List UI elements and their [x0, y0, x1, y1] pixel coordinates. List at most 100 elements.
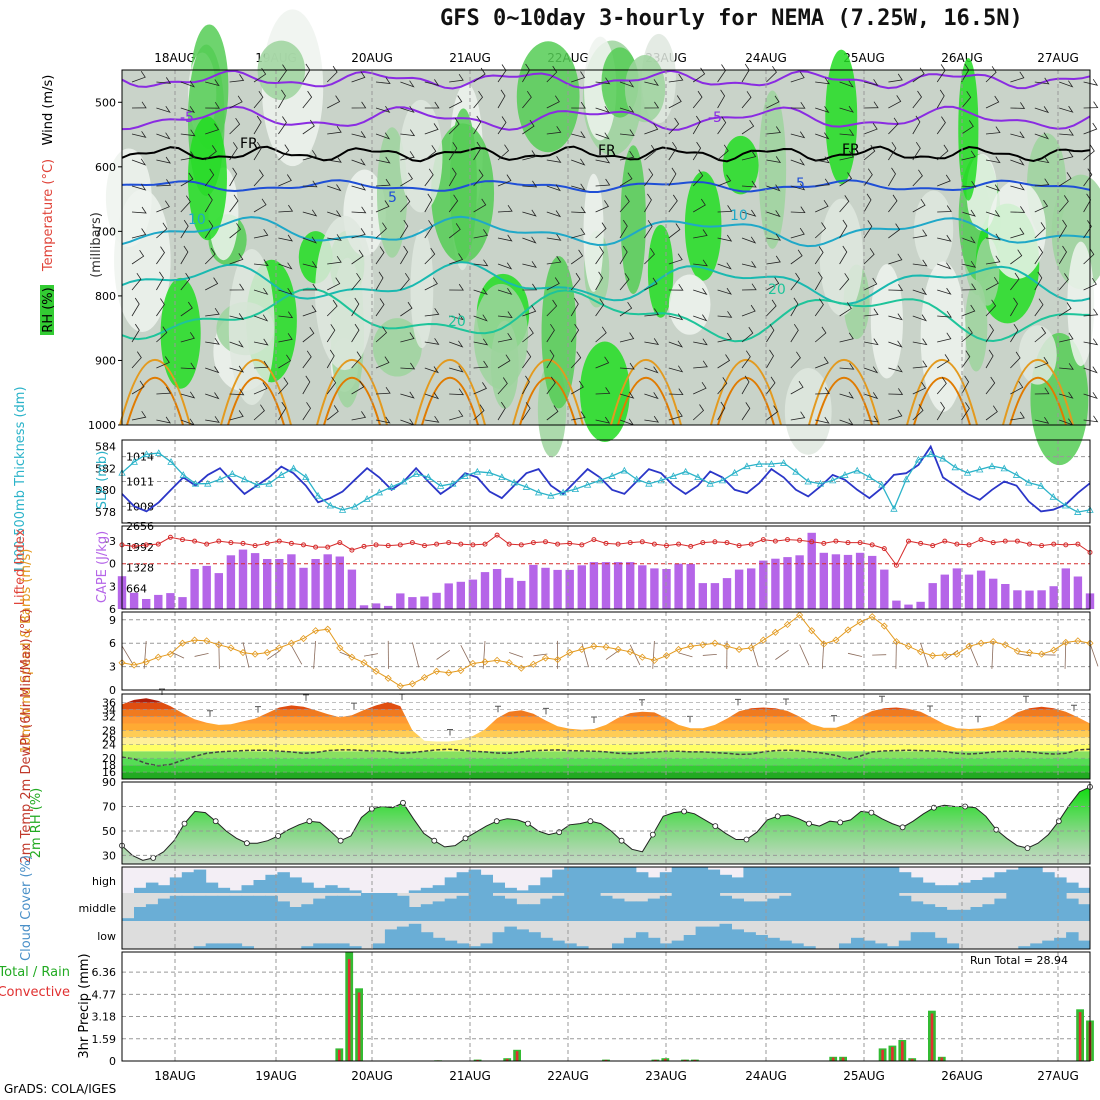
wind-barb: [693, 288, 708, 296]
cape-bar: [166, 593, 175, 609]
rh-patch: [819, 198, 863, 316]
wind-barb: [1010, 71, 1025, 83]
cape-bar: [444, 583, 453, 609]
wind-barb: [863, 415, 879, 423]
cloud-bar: [683, 893, 697, 921]
wind-barb: [668, 73, 684, 83]
precip-tick-label: 1.59: [92, 1033, 117, 1046]
cloud-bar: [647, 898, 661, 921]
lifted-index-point: [1002, 538, 1008, 544]
wind-barb: [839, 80, 854, 88]
cloud-bar: [265, 895, 278, 921]
wind-barb: [400, 332, 415, 343]
wind-barb: [497, 377, 508, 395]
wind-barb: [961, 350, 971, 369]
wind-barb: [912, 169, 923, 187]
lifted-index-point: [664, 543, 669, 549]
precip-convective-label: Convective: [0, 985, 70, 1000]
wind-barb: [1034, 77, 1050, 85]
wind-speed-point: [638, 653, 646, 661]
temp-band: [122, 716, 1090, 724]
thickness-point: [1049, 492, 1057, 500]
cloud-bar: [528, 932, 541, 949]
wind-speed-point: [275, 644, 283, 652]
lifted-index-point: [240, 540, 246, 546]
wind-barb: [863, 144, 876, 161]
wind-barb: [619, 219, 628, 239]
cloud-bar: [468, 869, 482, 893]
wind-barb: [863, 392, 879, 400]
lifted-index-point: [397, 542, 403, 548]
contour-label: 20: [448, 314, 466, 330]
temp-contour-30: [1009, 377, 1067, 426]
cape-bar: [722, 578, 732, 609]
wind-barb: [400, 172, 413, 187]
cloud-bar: [229, 943, 243, 949]
thickness-point: [976, 465, 984, 473]
wind-barb: [400, 301, 413, 317]
wind-barb: [1083, 122, 1098, 135]
cape-bar: [843, 554, 853, 609]
lifted-index-point: [337, 540, 343, 546]
wind-barb: [473, 259, 489, 267]
wind-barb: [302, 283, 318, 291]
cloud-bar: [791, 867, 804, 893]
lifted-index-point: [204, 541, 210, 547]
wind-barb: [717, 377, 728, 395]
wind-barb: [619, 273, 630, 291]
top-date-label: 27AUG: [1037, 51, 1079, 65]
minmax-bar: [207, 710, 213, 717]
lifted-index-point: [1075, 541, 1081, 547]
wind-barb: [229, 388, 245, 396]
wind-speed-point: [154, 653, 162, 661]
cloud-bar: [612, 867, 625, 893]
wind-barb: [156, 326, 168, 343]
cloud-bar: [576, 867, 589, 893]
wind-barb: [400, 245, 409, 265]
wind-speed-point: [384, 674, 392, 682]
cloud-bar: [755, 867, 768, 893]
wind-frame: [121, 611, 1091, 691]
rh-patch: [583, 173, 604, 292]
lifted-index-point: [506, 541, 512, 547]
thickness-point: [669, 472, 678, 479]
wind-barb: [473, 360, 489, 369]
wind-barb: [595, 106, 610, 114]
wind-barb: [351, 272, 361, 291]
wind-barb: [1058, 195, 1069, 213]
wind-barb: [1010, 249, 1023, 265]
wind-barb: [448, 167, 457, 187]
wind-barb: [571, 183, 586, 191]
cloud-bar: [707, 893, 721, 921]
thickness-point: [314, 491, 322, 499]
wind-barb: [546, 277, 560, 291]
wind-barb: [326, 405, 339, 421]
thickness-point: [755, 460, 763, 467]
wind-barb-10m: [702, 653, 717, 656]
cloud-bar: [193, 895, 207, 921]
wind-barb: [449, 283, 464, 291]
cloud-level-label: high: [92, 875, 116, 888]
cloud-bar: [970, 880, 983, 893]
wind-barb: [1034, 356, 1049, 369]
wind-barb: [570, 297, 579, 317]
wind-barb: [278, 287, 293, 295]
wind-barb: [327, 277, 341, 291]
lifted-index-point: [1039, 543, 1045, 549]
thickness-point: [1025, 478, 1033, 486]
temp-contour-25: [710, 359, 782, 426]
cape-bar: [638, 565, 647, 610]
lifted-index-axis-label: Lifted Index: [13, 528, 28, 605]
wind-barb: [302, 150, 317, 161]
thickness-point: [142, 450, 151, 458]
wind-barb: [546, 349, 555, 369]
wind-barb: [985, 405, 998, 421]
wind-barb: [156, 200, 170, 213]
cape-bar: [371, 603, 381, 609]
lifted-index-point: [990, 540, 996, 546]
wind-barb: [302, 402, 311, 421]
cape-bar: [674, 563, 683, 609]
wind-speed-point: [1050, 646, 1058, 654]
cloud-bar: [1078, 904, 1091, 921]
wind-speed-point: [215, 641, 223, 649]
